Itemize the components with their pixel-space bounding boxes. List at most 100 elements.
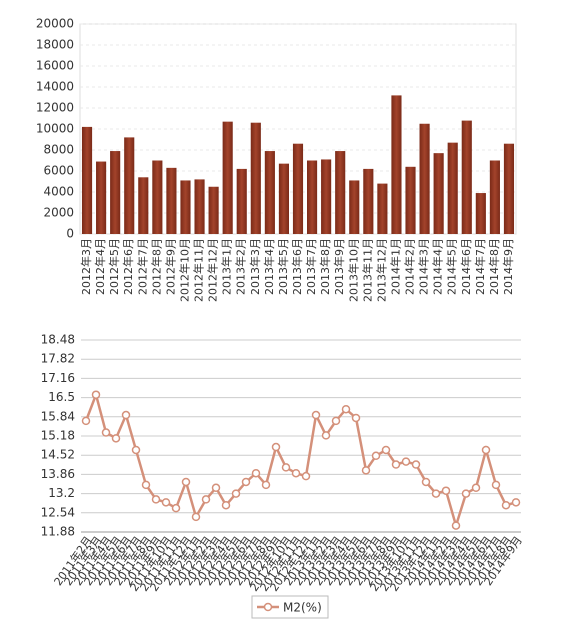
- x-tick-label: 2012年7月: [135, 238, 149, 295]
- point: [161, 498, 171, 507]
- y-tick-label: 18.48: [41, 333, 75, 347]
- y-tick-label: 12000: [36, 101, 74, 115]
- point: [411, 460, 421, 469]
- y-tick-label: 14000: [36, 80, 74, 94]
- bar: [377, 183, 388, 234]
- point: [311, 410, 321, 420]
- x-tick-label: 2014年2月: [403, 238, 417, 295]
- point: [181, 477, 191, 487]
- x-tick-label: 2012年8月: [149, 238, 163, 295]
- bar: [152, 160, 163, 234]
- x-tick-label: 2013年5月: [276, 238, 290, 295]
- x-tick-label: 2012年12月: [206, 238, 220, 302]
- y-tick-label: 13.86: [41, 467, 75, 481]
- y-tick-label: 14.52: [41, 448, 75, 462]
- x-tick-label: 2013年9月: [332, 238, 346, 295]
- bar: [489, 160, 500, 234]
- x-tick-label: 2014年1月: [388, 238, 402, 295]
- y-tick-label: 8000: [43, 143, 74, 157]
- y-tick-label: 6000: [43, 164, 74, 178]
- legend-box: [251, 595, 329, 619]
- point: [91, 390, 101, 399]
- x-tick-label: 2013年1月: [220, 238, 234, 295]
- point: [201, 495, 211, 504]
- x-tick-label: 2012年3月: [79, 238, 93, 295]
- point: [381, 445, 391, 455]
- x-tick-label: 2014年8月: [487, 238, 501, 295]
- x-tick-label: 2012年5月: [107, 238, 121, 295]
- bar: [433, 153, 444, 234]
- bar: [405, 166, 416, 234]
- x-tick-label: 2013年3月: [248, 238, 262, 295]
- point: [371, 451, 381, 461]
- point: [141, 480, 151, 490]
- point: [361, 466, 371, 475]
- point: [231, 489, 241, 498]
- bar: [166, 167, 177, 234]
- point: [221, 500, 231, 510]
- y-tick-label: 16000: [36, 59, 74, 73]
- point: [471, 483, 481, 493]
- point: [461, 489, 471, 498]
- point: [451, 521, 461, 530]
- y-tick-label: 18000: [36, 38, 74, 52]
- bar: [236, 168, 247, 234]
- point: [241, 477, 251, 487]
- point: [281, 463, 291, 472]
- point: [291, 468, 301, 478]
- point: [511, 498, 521, 507]
- x-tick-label: 2014年3月: [417, 238, 431, 295]
- x-tick-label: 2013年10月: [346, 238, 360, 302]
- bar: [138, 177, 149, 234]
- y-tick-label: 0: [66, 227, 74, 241]
- x-tick-label: 2012年11月: [192, 238, 206, 302]
- bar: [363, 168, 374, 234]
- legend-marker: [263, 602, 273, 612]
- y-tick-label: 17.16: [41, 371, 75, 385]
- bar: [180, 180, 191, 234]
- y-tick-label: 15.84: [41, 409, 75, 423]
- x-tick-label: 2012年6月: [121, 238, 135, 295]
- bar: [461, 120, 472, 234]
- y-tick-label: 20000: [36, 17, 74, 31]
- y-tick-label: 12.54: [41, 505, 75, 519]
- x-tick-label: 2014年6月: [459, 238, 473, 295]
- x-tick-label: 2012年9月: [163, 238, 177, 295]
- x-tick-label: 2013年4月: [262, 238, 276, 295]
- point: [341, 404, 351, 414]
- point: [111, 434, 121, 443]
- bar: [447, 142, 458, 234]
- x-tick-label: 2013年12月: [374, 238, 388, 302]
- point: [431, 489, 441, 498]
- x-tick-label: 2013年2月: [234, 238, 248, 295]
- bar: [110, 151, 121, 234]
- x-tick-label: 2014年9月: [501, 238, 515, 295]
- point: [151, 495, 161, 504]
- x-tick-label: 2013年6月: [290, 238, 304, 295]
- point: [391, 460, 401, 469]
- bar: [96, 161, 107, 234]
- y-tick-label: 17.82: [41, 352, 75, 366]
- y-tick-label: 13.2: [48, 486, 75, 500]
- bar: [419, 123, 430, 234]
- bar: [292, 143, 304, 234]
- point: [331, 416, 341, 426]
- bar: [194, 179, 205, 234]
- bar: [208, 186, 219, 234]
- bar: [222, 121, 233, 234]
- x-tick-label: 2014年5月: [445, 238, 459, 295]
- bar: [335, 151, 346, 234]
- point: [271, 442, 281, 452]
- y-tick-label: 15.18: [41, 429, 75, 443]
- x-tick-label: 2013年8月: [318, 238, 332, 295]
- point: [301, 471, 311, 481]
- x-tick-label: 2012年4月: [93, 238, 107, 295]
- point: [481, 445, 491, 455]
- bar: [321, 159, 332, 234]
- bar: [264, 151, 275, 234]
- bar: [503, 143, 515, 234]
- bar: [124, 137, 135, 234]
- point: [491, 480, 501, 490]
- y-tick-label: 10000: [36, 122, 74, 136]
